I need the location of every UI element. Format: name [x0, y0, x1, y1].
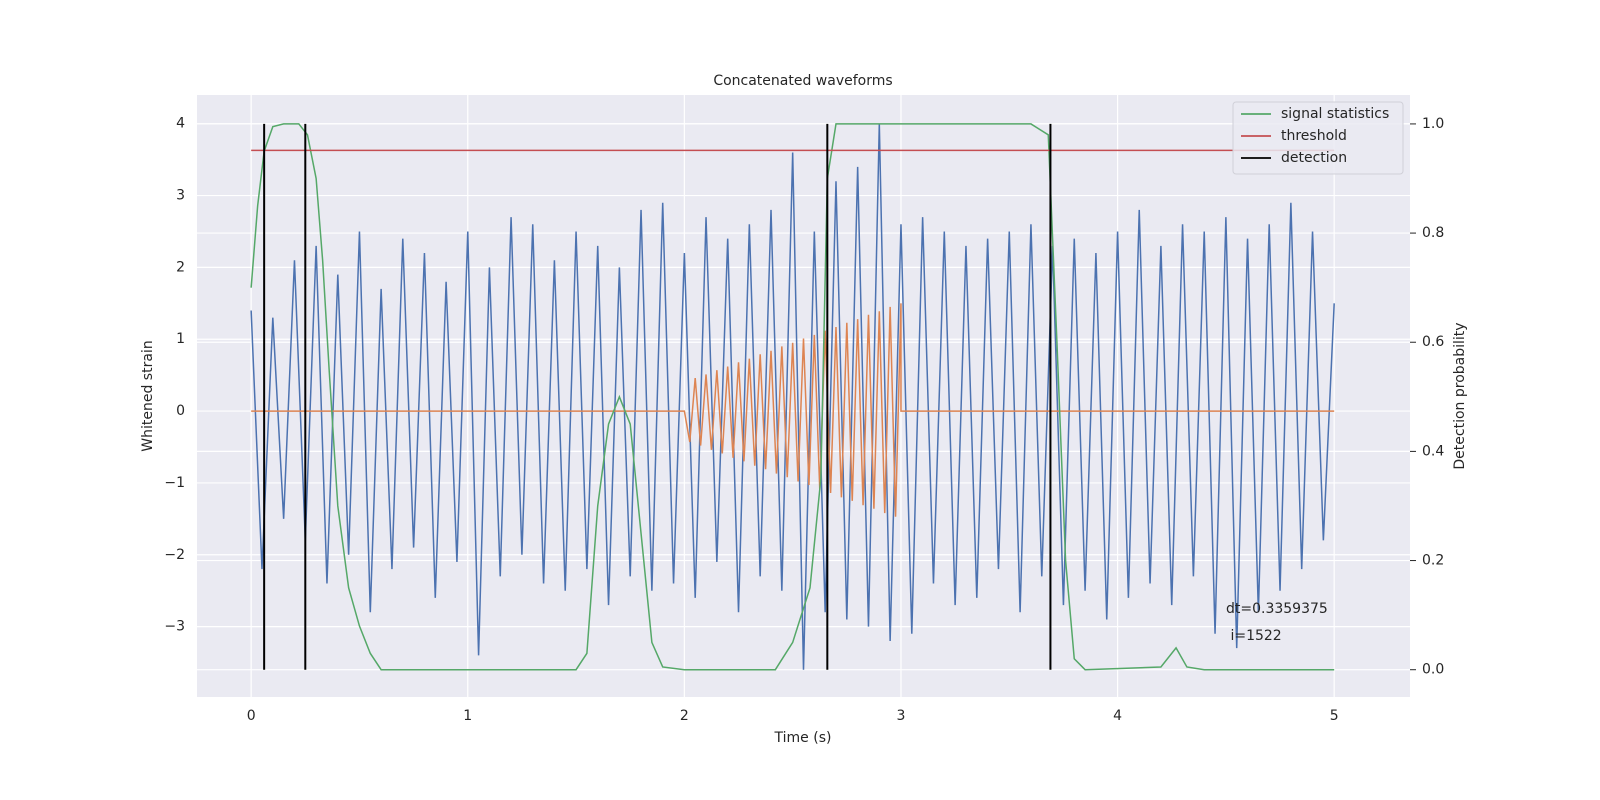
legend-label: signal statistics: [1281, 106, 1389, 122]
y2-tick-label: 0.8: [1422, 225, 1444, 241]
x-tick-label: 1: [463, 708, 472, 724]
y-tick-label: 3: [176, 188, 185, 204]
annotation: dt=0.3359375: [1226, 601, 1328, 617]
legend-label: threshold: [1281, 128, 1347, 144]
y-tick-label: 1: [176, 331, 185, 347]
y-tick-label: 4: [176, 116, 185, 132]
y-tick-label: −2: [164, 547, 185, 563]
y2-tick-label: 1.0: [1422, 116, 1444, 132]
x-tick-label: 0: [247, 708, 256, 724]
x-tick-label: 5: [1330, 708, 1339, 724]
chart-title: Concatenated waveforms: [713, 73, 892, 89]
y2-tick-label: 0.0: [1422, 662, 1444, 678]
x-tick-label: 4: [1113, 708, 1122, 724]
y-axis-label: Whitened strain: [140, 340, 156, 451]
y-tick-label: −3: [164, 619, 185, 635]
series-line: [251, 303, 1335, 517]
legend-label: detection: [1281, 150, 1347, 166]
x-axis-label: Time (s): [774, 730, 832, 746]
y2-tick-label: 0.4: [1422, 443, 1444, 459]
y2-tick-label: 0.2: [1422, 553, 1444, 569]
legend-box: [1232, 101, 1404, 175]
y-tick-label: 0: [176, 403, 185, 419]
y2-tick-label: 0.6: [1422, 334, 1444, 350]
series-line: [250, 123, 1335, 671]
y-tick-label: −1: [164, 475, 185, 491]
y2-axis-label: Detection probability: [1452, 322, 1468, 469]
x-tick-label: 3: [897, 708, 906, 724]
series-line: [250, 123, 1335, 670]
x-tick-label: 2: [680, 708, 689, 724]
annotation: i=1522: [1226, 628, 1282, 644]
y-tick-label: 2: [176, 259, 185, 275]
